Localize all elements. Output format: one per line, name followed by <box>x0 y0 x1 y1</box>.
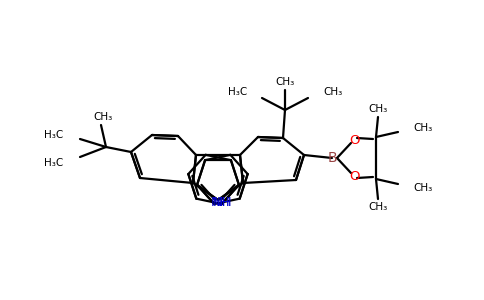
Text: CH₃: CH₃ <box>413 123 432 133</box>
Text: H₃C: H₃C <box>44 158 63 168</box>
Text: NH: NH <box>211 196 231 209</box>
Text: CH₃: CH₃ <box>368 202 388 212</box>
Text: CH₃: CH₃ <box>413 183 432 193</box>
Text: CH₃: CH₃ <box>323 87 342 97</box>
Text: CH₃: CH₃ <box>93 112 113 122</box>
Text: H₃C: H₃C <box>228 87 247 97</box>
Text: CH₃: CH₃ <box>275 77 295 87</box>
Text: H₃C: H₃C <box>44 130 63 140</box>
Text: NH: NH <box>213 196 233 209</box>
Text: O: O <box>349 134 359 146</box>
Text: B: B <box>327 151 337 165</box>
Text: CH₃: CH₃ <box>368 104 388 114</box>
Text: O: O <box>349 169 359 182</box>
